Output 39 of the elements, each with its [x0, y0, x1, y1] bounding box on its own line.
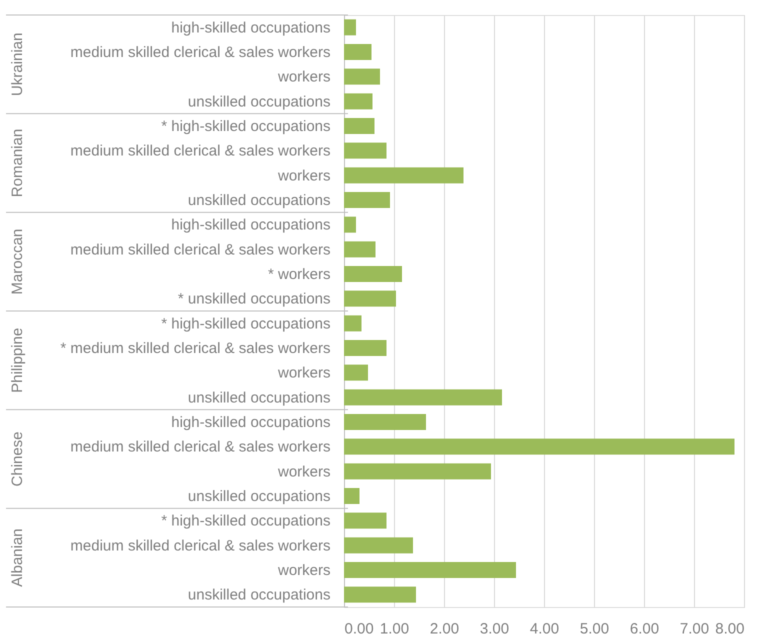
y-tick-label: workers: [276, 463, 330, 480]
y-tick-label: unskilled occupations: [188, 586, 330, 604]
text: Maroccan: [9, 228, 26, 295]
y-tick-label: unskilled occupations: [188, 488, 330, 505]
x-tick-label: 0.00: [344, 620, 374, 637]
text: Chinese: [9, 431, 26, 487]
y-tick-label: unskilled occupations: [188, 389, 330, 406]
y-tick-label: unskilled occupations: [188, 192, 330, 209]
y-tick-label: medium skilled clerical & sales workers: [70, 241, 330, 258]
text: Albanian: [9, 528, 26, 587]
x-tick-label: 8.00: [715, 620, 744, 637]
y-tick-label: high-skilled occupations: [171, 19, 330, 36]
y-tick-label: medium skilled clerical & sales workers: [70, 142, 330, 160]
x-tick-label: 1.00: [380, 620, 410, 637]
text: Ukrainian: [9, 32, 26, 96]
text: Philippine: [9, 328, 26, 393]
y-tick-label: * medium skilled clerical & sales workers: [60, 340, 330, 357]
x-tick-label: 5.00: [580, 620, 610, 637]
x-tick-label: 3.00: [480, 620, 510, 637]
y-tick-label: medium skilled clerical & sales workers: [70, 438, 330, 456]
y-tick-label: medium skilled clerical & sales workers: [70, 537, 330, 554]
x-tick-label: 2.00: [430, 620, 460, 637]
y-tick-label: workers: [276, 68, 330, 86]
y-tick-label: * unskilled occupations: [178, 290, 330, 308]
y-tick-label: medium skilled clerical & sales workers: [70, 44, 330, 61]
y-tick-label: high-skilled occupations: [171, 216, 330, 234]
y-tick-label: * high-skilled occupations: [161, 315, 330, 332]
x-tick-label: 6.00: [630, 620, 660, 637]
y-tick-label: high-skilled occupations: [171, 414, 330, 431]
x-tick-label: 7.00: [680, 620, 710, 637]
y-tick-label: unskilled occupations: [188, 93, 330, 110]
text: Romanian: [9, 128, 26, 198]
y-tick-label: workers: [276, 364, 330, 382]
y-tick-label: * high-skilled occupations: [161, 512, 330, 530]
y-tick-label: * high-skilled occupations: [161, 118, 330, 135]
y-tick-label: workers: [276, 562, 330, 579]
y-tick-label: * workers: [268, 266, 330, 283]
x-tick-label: 4.00: [530, 620, 560, 637]
y-tick-label: workers: [276, 167, 330, 184]
